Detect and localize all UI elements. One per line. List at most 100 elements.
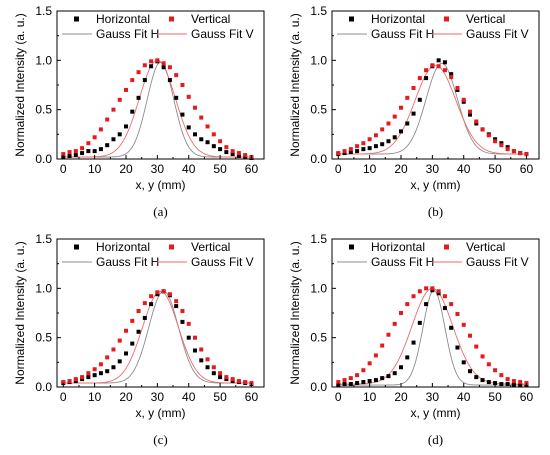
fit-curve (63, 61, 252, 158)
chart-panel: 0 10 20 30 40 50 60 0.0 0.5 1.0 1.5 x, y (mm) Normal… (275, 0, 550, 227)
y-tick-label: 1.0 (35, 53, 52, 67)
legend-label: Gauss Fit V (466, 27, 529, 41)
data-point (193, 132, 197, 137)
data-point (455, 311, 460, 316)
data-point (424, 76, 429, 81)
data-point (468, 369, 472, 374)
x-tick-label: 30 (426, 390, 440, 404)
y-axis-title: Normalized Intensity (a. u.) (13, 13, 27, 156)
data-point (417, 289, 422, 294)
data-point (461, 97, 466, 102)
data-point (518, 151, 523, 156)
data-point (193, 105, 197, 110)
data-point (142, 63, 147, 68)
data-point (442, 306, 447, 311)
data-point (124, 124, 128, 129)
data-point (230, 152, 235, 157)
data-point (386, 139, 391, 144)
y-tick-label: 0.5 (35, 103, 52, 117)
data-point (167, 292, 172, 297)
y-tick-label: 1.0 (310, 53, 327, 67)
data-point (130, 109, 135, 114)
data-point (186, 94, 191, 99)
panel-caption: (d) (428, 432, 443, 447)
data-point (243, 380, 248, 385)
data-point (149, 59, 154, 64)
data-point (174, 73, 179, 78)
fit-curve (63, 59, 252, 158)
data-point (92, 135, 97, 140)
data-point (355, 149, 360, 154)
legend-label: Gauss Fit V (191, 27, 254, 41)
data-point (73, 153, 78, 158)
data-point (505, 377, 510, 382)
data-point (436, 58, 441, 63)
x-tick-label: 0 (335, 162, 342, 176)
data-point (449, 302, 454, 307)
data-point (424, 302, 429, 307)
data-point (468, 112, 472, 117)
data-point (348, 382, 353, 387)
data-point (218, 371, 223, 376)
data-point (92, 367, 97, 372)
data-point (199, 358, 204, 363)
data-point (342, 149, 347, 154)
chart-svg: 0 10 20 30 40 50 60 0.0 0.5 1.0 1.5 x, y (mm) Normal… (13, 4, 265, 219)
fit-curve (63, 290, 252, 384)
y-tick-label: 1.0 (310, 281, 327, 295)
data-point (499, 143, 504, 148)
data-point (461, 322, 466, 327)
data-point (468, 109, 472, 114)
data-point (367, 379, 372, 384)
data-point (361, 147, 366, 152)
chart-panel: 0 10 20 30 40 50 60 0.0 0.5 1.0 1.5 x, y (mm) Normal… (0, 0, 275, 227)
data-point (155, 290, 160, 295)
data-point (136, 329, 141, 334)
data-point (180, 309, 185, 314)
x-tick-label: 60 (245, 390, 259, 404)
data-point (511, 383, 516, 388)
fit-curve (338, 289, 527, 386)
data-point (67, 150, 72, 155)
data-point (130, 78, 135, 83)
x-axis-title: x, y (mm) (136, 406, 186, 420)
x-tick-label: 20 (119, 390, 133, 404)
data-point (518, 383, 523, 388)
data-point (486, 362, 491, 367)
data-point (174, 304, 179, 309)
legend-label: Gauss Fit H (371, 27, 434, 41)
data-point (149, 294, 154, 299)
data-point (211, 132, 216, 137)
data-point (161, 65, 166, 70)
y-tick-label: 0.5 (310, 331, 327, 345)
data-point (505, 147, 510, 152)
chart-panel: 0 10 20 30 40 50 60 0.0 0.5 1.0 1.5 x, y (mm) Normal… (0, 228, 275, 455)
data-point (117, 97, 122, 102)
data-point (211, 371, 216, 376)
x-tick-label: 50 (488, 162, 502, 176)
data-point (449, 72, 454, 77)
data-point (174, 299, 179, 304)
x-tick-label: 0 (335, 390, 342, 404)
data-point (92, 149, 97, 154)
data-point (386, 332, 391, 337)
data-point (105, 355, 110, 360)
data-point (518, 380, 523, 385)
x-tick-label: 10 (363, 162, 377, 176)
data-point (474, 344, 479, 349)
legend-marker (74, 244, 79, 250)
data-point (480, 354, 485, 359)
y-tick-label: 0.0 (310, 152, 327, 166)
legend-label: Gauss Fit H (96, 255, 159, 269)
y-tick-label: 1.5 (35, 232, 52, 246)
x-tick-label: 10 (88, 390, 102, 404)
data-point (392, 135, 397, 140)
legend-label: Gauss Fit H (371, 255, 434, 269)
data-point (161, 61, 166, 66)
data-point (461, 360, 466, 365)
x-tick-label: 60 (245, 162, 259, 176)
data-point (167, 65, 172, 70)
x-tick-label: 40 (182, 162, 196, 176)
data-point (155, 58, 160, 63)
legend-label: Vertical (191, 12, 230, 26)
